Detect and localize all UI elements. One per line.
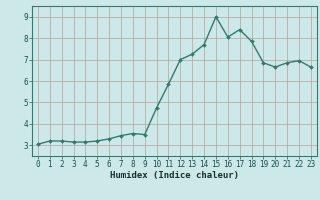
X-axis label: Humidex (Indice chaleur): Humidex (Indice chaleur) xyxy=(110,171,239,180)
